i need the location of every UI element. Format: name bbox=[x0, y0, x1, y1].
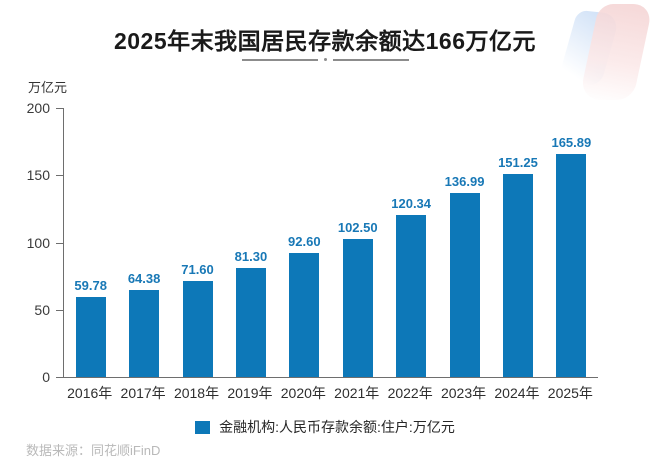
y-axis-tick bbox=[56, 242, 64, 244]
bar-2024年 bbox=[502, 173, 533, 377]
bar-value-label: 59.78 bbox=[74, 277, 107, 293]
legend-swatch bbox=[195, 420, 211, 434]
y-axis-tick bbox=[56, 377, 64, 378]
bar-slot: 136.99 bbox=[438, 108, 491, 377]
y-axis-tick-label: 200 bbox=[26, 100, 50, 116]
y-axis-tick bbox=[56, 108, 64, 109]
bar-value-label: 71.60 bbox=[181, 261, 214, 277]
bar-value-label: 136.99 bbox=[444, 173, 485, 189]
data-source-note: 数据来源：同花顺iFinD bbox=[26, 443, 161, 458]
legend-label: 金融机构:人民币存款余额:住户:万亿元 bbox=[219, 419, 455, 435]
bar-value-label: 165.89 bbox=[551, 134, 592, 150]
divider-dot bbox=[323, 58, 327, 61]
x-axis-label: 2017年 bbox=[120, 385, 166, 401]
x-axis-label: 2024年 bbox=[494, 385, 540, 401]
x-axis-label: 2022年 bbox=[387, 385, 433, 401]
y-axis-tick-label: 100 bbox=[26, 234, 50, 251]
bar-slot: 92.60 bbox=[278, 108, 331, 377]
chart-title: 2025年末我国居民存款余额达166万亿元 bbox=[113, 28, 537, 54]
bar-2022年 bbox=[396, 215, 427, 377]
bar-2023年 bbox=[449, 192, 480, 377]
bar-value-label: 120.34 bbox=[391, 196, 432, 212]
bar-slot: 151.25 bbox=[491, 108, 544, 377]
x-axis-labels: 2016年 2017年 2018年 2019年 2020年 2021年 2022年 2023年… bbox=[63, 383, 597, 403]
bars-container: 59.78 64.38 71.60 81.30 92.60 102.50 120.34 136… bbox=[64, 108, 598, 377]
bar-slot: 59.78 bbox=[64, 108, 117, 377]
bar-2016年 bbox=[75, 296, 106, 377]
bar-slot: 64.38 bbox=[117, 108, 170, 377]
x-axis-label: 2021年 bbox=[334, 385, 380, 401]
x-axis-label: 2019年 bbox=[227, 385, 273, 401]
legend: 金融机构:人民币存款余额:住户:万亿元 bbox=[0, 417, 650, 437]
bar-slot: 71.60 bbox=[171, 108, 224, 377]
bar-2019年 bbox=[235, 267, 266, 377]
y-axis-tick bbox=[56, 309, 64, 311]
y-axis-tick bbox=[56, 175, 64, 177]
bar-slot: 81.30 bbox=[224, 108, 277, 377]
bar-2018年 bbox=[182, 280, 213, 377]
bar-slot: 102.50 bbox=[331, 108, 384, 377]
bar-value-label: 81.30 bbox=[234, 248, 268, 264]
bar-chart-plot-area: 59.78 64.38 71.60 81.30 92.60 102.50 120.34 136… bbox=[27, 101, 598, 384]
divider-line-right bbox=[332, 58, 409, 61]
y-axis-unit-label: 万亿元 bbox=[28, 80, 68, 95]
bar-slot: 165.89 bbox=[545, 108, 598, 377]
bar-2017年 bbox=[129, 290, 160, 377]
bar-2020年 bbox=[289, 252, 320, 377]
y-axis-tick-label: 0 bbox=[42, 369, 50, 385]
x-axis-label: 2018年 bbox=[173, 385, 220, 401]
y-axis-tick-label: 150 bbox=[26, 167, 50, 184]
x-axis-label: 2020年 bbox=[280, 385, 326, 401]
x-axis-label: 2025年 bbox=[547, 385, 593, 401]
bar-value-label: 151.25 bbox=[498, 154, 538, 170]
y-axis-tick-label: 50 bbox=[34, 301, 50, 318]
divider-line-left bbox=[241, 58, 318, 61]
bar-2021年 bbox=[342, 239, 373, 377]
bar-2025年 bbox=[556, 153, 587, 377]
bar-slot: 120.34 bbox=[384, 108, 437, 377]
x-axis-label: 2016年 bbox=[67, 385, 113, 401]
title-divider bbox=[0, 58, 650, 61]
bar-value-label: 64.38 bbox=[127, 271, 161, 287]
bar-value-label: 92.60 bbox=[288, 233, 321, 249]
bar-value-label: 102.50 bbox=[337, 220, 378, 236]
x-axis-label: 2023年 bbox=[440, 385, 487, 401]
